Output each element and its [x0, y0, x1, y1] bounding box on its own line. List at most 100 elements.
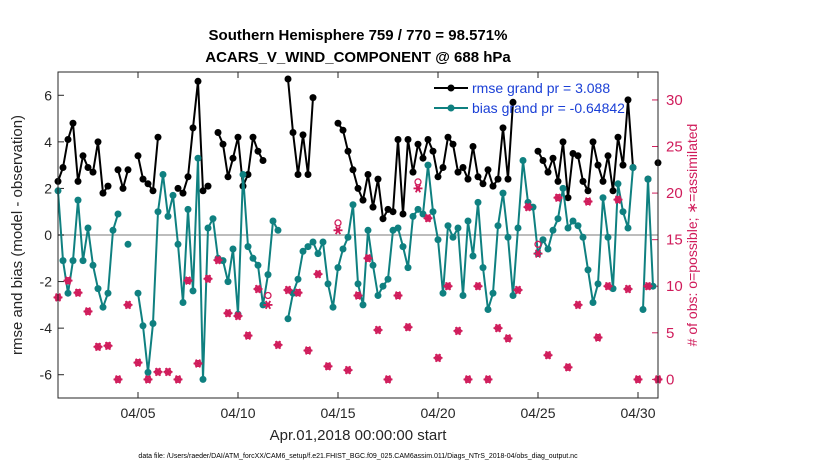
- bias-point: [539, 236, 547, 244]
- rmse-point: [394, 136, 402, 143]
- y-tick-label-right: 30: [666, 92, 683, 109]
- assimilated-star-core: [485, 377, 491, 382]
- y-tick-label-left: 6: [44, 87, 52, 103]
- legend: rmse grand pr = 3.088 bias grand pr = -0…: [434, 80, 625, 116]
- bias-point: [69, 257, 77, 265]
- bias-point: [314, 250, 322, 258]
- assimilated-star-core: [585, 199, 591, 204]
- bias-point: [529, 203, 537, 211]
- bias-point: [459, 292, 467, 299]
- bias-point: [134, 289, 142, 297]
- assimilated-star-core: [375, 327, 381, 333]
- chart-title-line1: Southern Hemisphere 759 / 770 = 98.571%: [209, 27, 508, 44]
- bias-point: [74, 196, 82, 204]
- assimilated-obs-marker: [573, 300, 583, 310]
- rmse-point: [404, 136, 412, 143]
- y-tick-label-right: 0: [666, 371, 674, 388]
- assimilated-obs-marker: [333, 225, 343, 235]
- bias-point: [354, 280, 362, 288]
- bias-point: [439, 289, 447, 297]
- rmse-point: [289, 129, 297, 136]
- assimilated-obs-marker: [413, 184, 423, 193]
- rmse-point: [554, 177, 562, 185]
- assimilated-star-core: [325, 364, 331, 369]
- x-tick-label: 04/10: [220, 405, 255, 421]
- data-file-footnote: data file: /Users/raeder/DAI/ATM_forcXX/…: [138, 453, 578, 460]
- x-tick-label: 04/20: [420, 405, 455, 421]
- y-tick-label-right: 5: [666, 325, 674, 342]
- legend-rmse-label: rmse grand pr = 3.088: [472, 80, 610, 96]
- rmse-point: [204, 182, 212, 190]
- rmse-point: [194, 77, 202, 85]
- rmse-point: [599, 177, 607, 185]
- rmse-point: [64, 136, 72, 143]
- rmse-point: [59, 164, 67, 171]
- assimilated-star-core: [555, 195, 561, 200]
- assimilated-obs-marker: [583, 197, 593, 206]
- rmse-point: [224, 173, 232, 181]
- bias-point: [414, 205, 422, 213]
- rmse-point: [74, 177, 82, 185]
- assimilated-star-core: [95, 344, 101, 349]
- assimilated-obs-marker: [593, 333, 603, 342]
- assimilated-obs-marker: [623, 284, 633, 294]
- assimilated-obs-marker: [303, 346, 313, 355]
- obs-count-layer: [53, 178, 663, 384]
- rmse-point: [414, 140, 422, 148]
- bias-point: [344, 233, 352, 241]
- assimilated-obs-marker: [523, 202, 533, 212]
- assimilated-obs-marker: [293, 288, 303, 298]
- assimilated-star-core: [355, 293, 361, 298]
- assimilated-obs-marker: [373, 325, 383, 335]
- assimilated-obs-marker: [463, 375, 473, 384]
- possible-obs-marker: [534, 240, 542, 248]
- assimilated-star-core: [215, 257, 221, 263]
- bias-point: [434, 236, 442, 244]
- assimilated-obs-marker: [603, 281, 613, 291]
- rmse-point: [614, 133, 622, 141]
- rmse-point: [574, 152, 582, 160]
- rmse-point: [424, 136, 432, 143]
- rmse-point: [84, 164, 92, 171]
- rmse-point: [509, 98, 517, 106]
- rmse-point: [494, 175, 502, 183]
- assimilated-star-core: [545, 353, 551, 358]
- rmse-point: [364, 171, 372, 178]
- bias-point: [649, 282, 657, 290]
- bias-point: [604, 233, 612, 241]
- x-tick-label: 04/15: [320, 405, 355, 421]
- bias-point: [574, 222, 582, 230]
- possible-obs-marker: [334, 219, 342, 227]
- bias-point: [409, 212, 417, 220]
- rmse-point: [589, 138, 597, 146]
- possible-obs-marker: [414, 178, 422, 186]
- x-tick-label: 04/25: [520, 405, 555, 421]
- rmse-point: [439, 164, 447, 171]
- rmse-point: [334, 119, 342, 127]
- bias-point: [114, 210, 122, 218]
- rmse-point: [339, 126, 347, 134]
- rmse-point: [429, 147, 437, 155]
- bias-point: [154, 208, 162, 216]
- rmse-point: [199, 187, 207, 195]
- bias-point: [59, 257, 67, 265]
- assimilated-obs-marker: [183, 276, 193, 285]
- rmse-point: [144, 180, 152, 188]
- bias-point: [224, 278, 232, 286]
- rmse-point: [539, 157, 547, 164]
- x-axis-label: Apr.01,2018 00:00:00 start: [270, 427, 448, 444]
- assimilated-obs-marker: [223, 308, 233, 318]
- bias-point: [84, 224, 92, 232]
- rmse-point: [114, 166, 122, 174]
- rmse-point: [564, 194, 572, 202]
- rmse-point: [299, 131, 307, 139]
- rmse-point: [624, 96, 632, 104]
- bias-point: [274, 226, 282, 234]
- bias-point: [169, 191, 177, 199]
- rmse-point: [534, 147, 542, 155]
- bias-point: [239, 171, 247, 178]
- rmse-point: [234, 133, 242, 141]
- bias-point: [424, 161, 432, 169]
- rmse-point: [229, 154, 237, 162]
- rmse-point: [344, 147, 352, 155]
